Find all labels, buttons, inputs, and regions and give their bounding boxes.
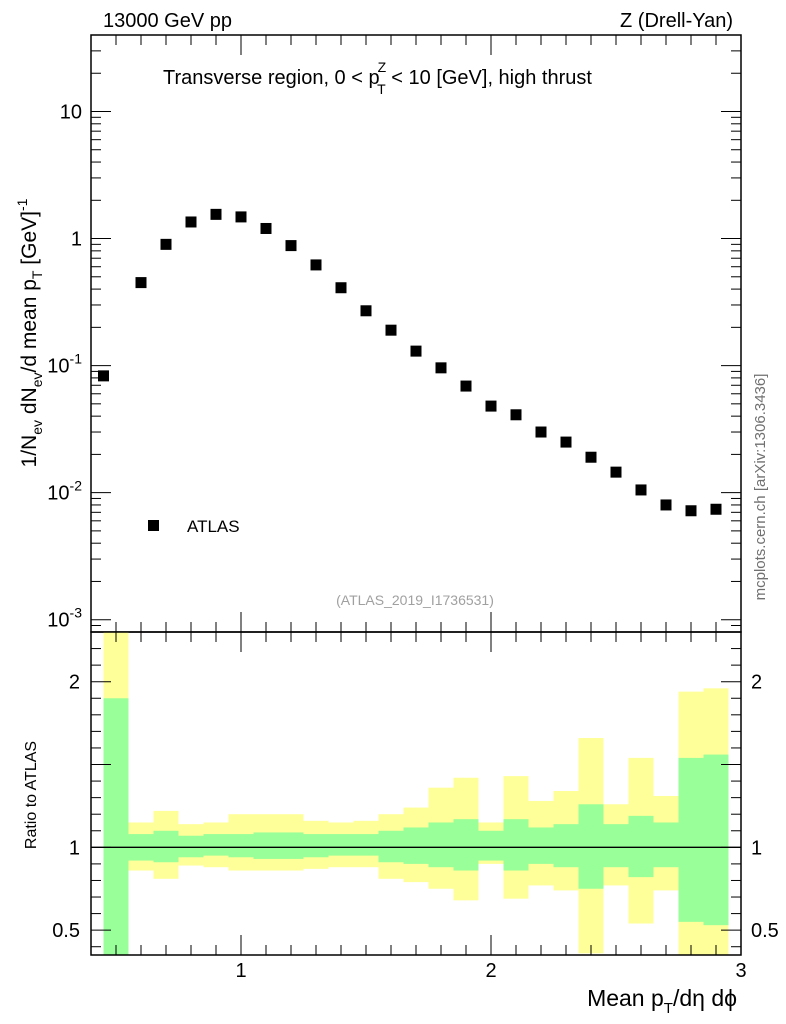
atlas-data-point: [335, 282, 347, 294]
legend-marker-atlas: [148, 520, 159, 531]
atlas-data-point: [210, 208, 222, 220]
ratio-y-tick-label-right: 0.5: [751, 920, 779, 942]
main-data-markers: [98, 208, 722, 517]
ratio-inner-band-bin: [628, 815, 654, 878]
ratio-y-tick-label-right: 2: [751, 672, 762, 694]
side-source-label: mcplots.cern.ch [arXiv:1306.3436]: [752, 374, 769, 601]
atlas-data-point: [160, 238, 172, 250]
header-left-label: 13000 GeV pp: [103, 10, 232, 32]
atlas-data-point: [98, 370, 109, 382]
ratio-y-tick-label-left: 0.5: [52, 920, 80, 942]
main-y-tick-label: 10: [60, 101, 82, 123]
ratio-inner-band-bin: [478, 830, 504, 861]
main-y-tick-label: 1: [71, 229, 82, 251]
ratio-y-tick-label-left: 1: [69, 837, 80, 859]
atlas-data-point: [360, 305, 372, 317]
atlas-data-point: [285, 240, 297, 252]
ratio-inner-band-bin: [403, 827, 429, 864]
main-plot-title: Transverse region, 0 < pZ T < 10 [GeV], h…: [163, 59, 592, 97]
atlas-data-point: [460, 380, 472, 392]
ratio-inner-band-bin: [303, 834, 329, 858]
main-x-axis-ticks: [90, 35, 742, 632]
ratio-inner-band-bin: [503, 819, 529, 871]
ratio-inner-band-bin: [278, 832, 304, 859]
atlas-data-point: [510, 409, 522, 421]
atlas-data-point: [710, 503, 722, 515]
atlas-data-point: [635, 484, 647, 496]
x-tick-label: 1: [235, 960, 246, 982]
ratio-inner-band-bin: [228, 834, 254, 858]
main-y-axis-ticks: 10-3 10-2 10-1 1 10: [47, 34, 741, 633]
analysis-watermark: (ATLAS_2019_I1736531): [336, 592, 494, 608]
atlas-data-point: [535, 426, 547, 438]
ratio-inner-band-bin: [703, 754, 729, 926]
main-y-axis-label: 1/Nev dNev/d mean pT [GeV]-1: [14, 198, 45, 467]
atlas-data-point: [435, 362, 447, 374]
main-y-tick-label: 10-2: [47, 478, 82, 505]
atlas-data-point: [260, 222, 272, 234]
atlas-data-point: [410, 345, 422, 357]
ratio-inner-band-bin: [328, 834, 354, 856]
ratio-y-axis-label: Ratio to ATLAS: [23, 741, 40, 849]
ratio-inner-band-bin: [578, 804, 604, 889]
ratio-inner-band-bin: [378, 830, 404, 863]
atlas-data-point: [235, 211, 247, 223]
ratio-inner-band-bin: [453, 819, 479, 871]
ratio-x-axis-ticks: 1 2 3: [90, 632, 747, 982]
atlas-data-point: [185, 216, 197, 228]
atlas-data-point: [135, 277, 147, 289]
atlas-data-point: [610, 466, 622, 478]
ratio-inner-band-bin: [353, 834, 379, 856]
ratio-inner-band-bin: [553, 824, 579, 868]
atlas-data-point: [660, 499, 672, 511]
x-axis-label: Mean pT/dη dϕ: [587, 985, 737, 1017]
atlas-data-point: [585, 451, 597, 463]
x-tick-label: 3: [735, 960, 746, 982]
ratio-panel: 0.5 0.5 1 1 2 2 1 2 3 Ratio to ATLAS Mean pT/dη…: [23, 631, 779, 1017]
atlas-data-point: [385, 324, 397, 336]
ratio-inner-band-bin: [103, 698, 129, 955]
main-plot-frame: [90, 34, 742, 633]
atlas-data-point: [310, 259, 322, 271]
legend-label-atlas: ATLAS: [187, 517, 240, 536]
main-panel: 10-3 10-2 10-1 1 10 Transverse region, 0 < p…: [14, 34, 742, 633]
ratio-inner-band-bin: [178, 835, 204, 858]
ratio-uncertainty-bands: [103, 632, 729, 955]
ratio-y-axis-ticks: 0.5 0.5 1 1 2 2: [52, 648, 779, 948]
atlas-data-point: [560, 436, 572, 448]
ratio-inner-band-bin: [653, 822, 679, 868]
atlas-data-point: [485, 400, 497, 412]
ratio-inner-band-bin: [603, 824, 629, 868]
atlas-data-point: [685, 505, 697, 517]
main-y-tick-label: 10-3: [47, 605, 82, 632]
ratio-inner-band-bin: [528, 827, 554, 864]
ratio-y-tick-label-left: 2: [69, 672, 80, 694]
ratio-inner-band-bin: [153, 830, 179, 863]
x-tick-label: 2: [485, 960, 496, 982]
ratio-y-tick-label-right: 1: [751, 837, 762, 859]
ratio-inner-band-bin: [678, 757, 704, 922]
ratio-inner-band-bin: [428, 822, 454, 868]
ratio-inner-band-bin: [203, 834, 229, 856]
main-y-tick-label: 10-1: [47, 351, 82, 378]
ratio-inner-band-bin: [253, 832, 279, 859]
header-right-label: Z (Drell-Yan): [620, 10, 733, 32]
